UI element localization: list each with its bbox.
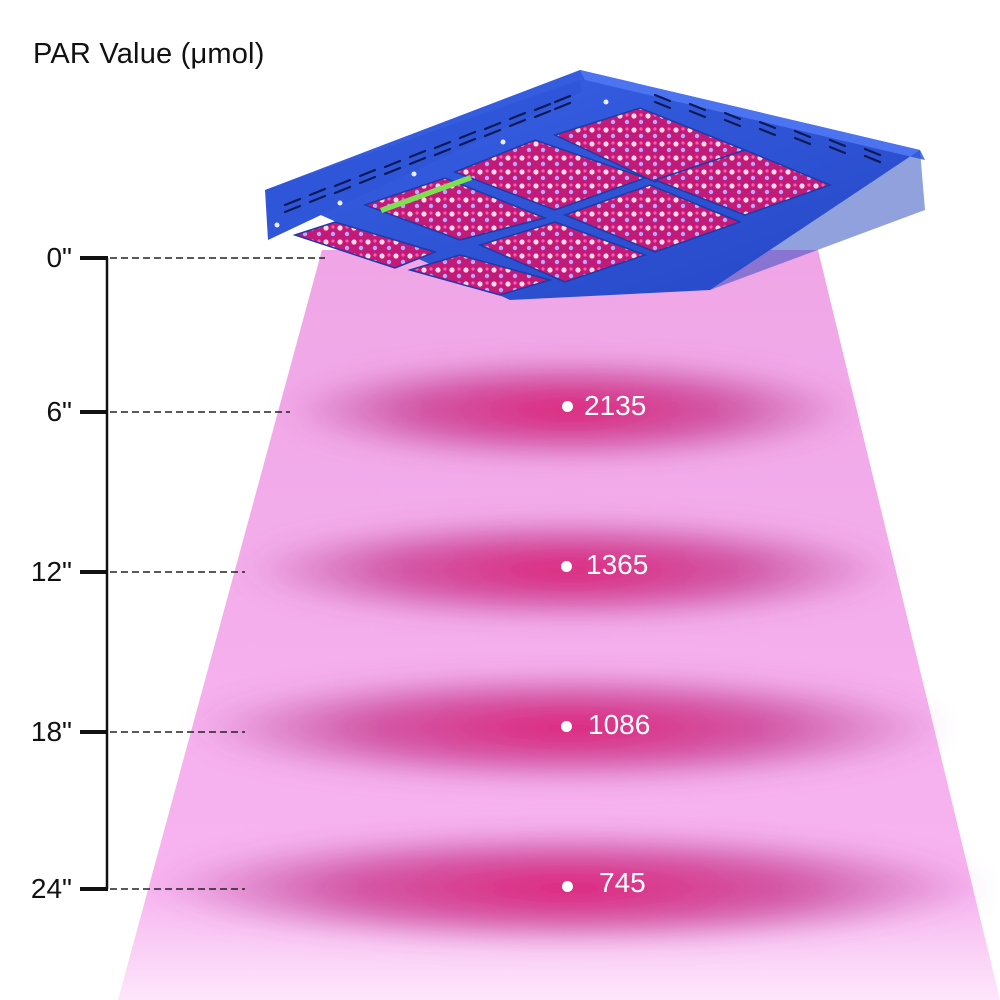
scale-tick-18: 18" (30, 716, 72, 747)
brand-logo (380, 175, 472, 213)
measurement-point-24 (562, 881, 573, 892)
par-value-6: 2135 (584, 390, 647, 421)
scale-tick-0: 0" (46, 242, 72, 273)
page-title: PAR Value (μmol) (33, 38, 265, 70)
par-value-12: 1365 (586, 549, 649, 580)
measurement-point-6 (562, 401, 573, 412)
measurement-point-18 (561, 721, 572, 732)
par-value-18: 1086 (588, 709, 651, 740)
scale-tick-12: 12" (30, 556, 72, 587)
scale-tick-6: 6" (46, 396, 72, 427)
scale-tick-24: 24" (30, 873, 72, 904)
par-value-24: 745 (599, 867, 646, 898)
measurement-point-12 (561, 561, 572, 572)
